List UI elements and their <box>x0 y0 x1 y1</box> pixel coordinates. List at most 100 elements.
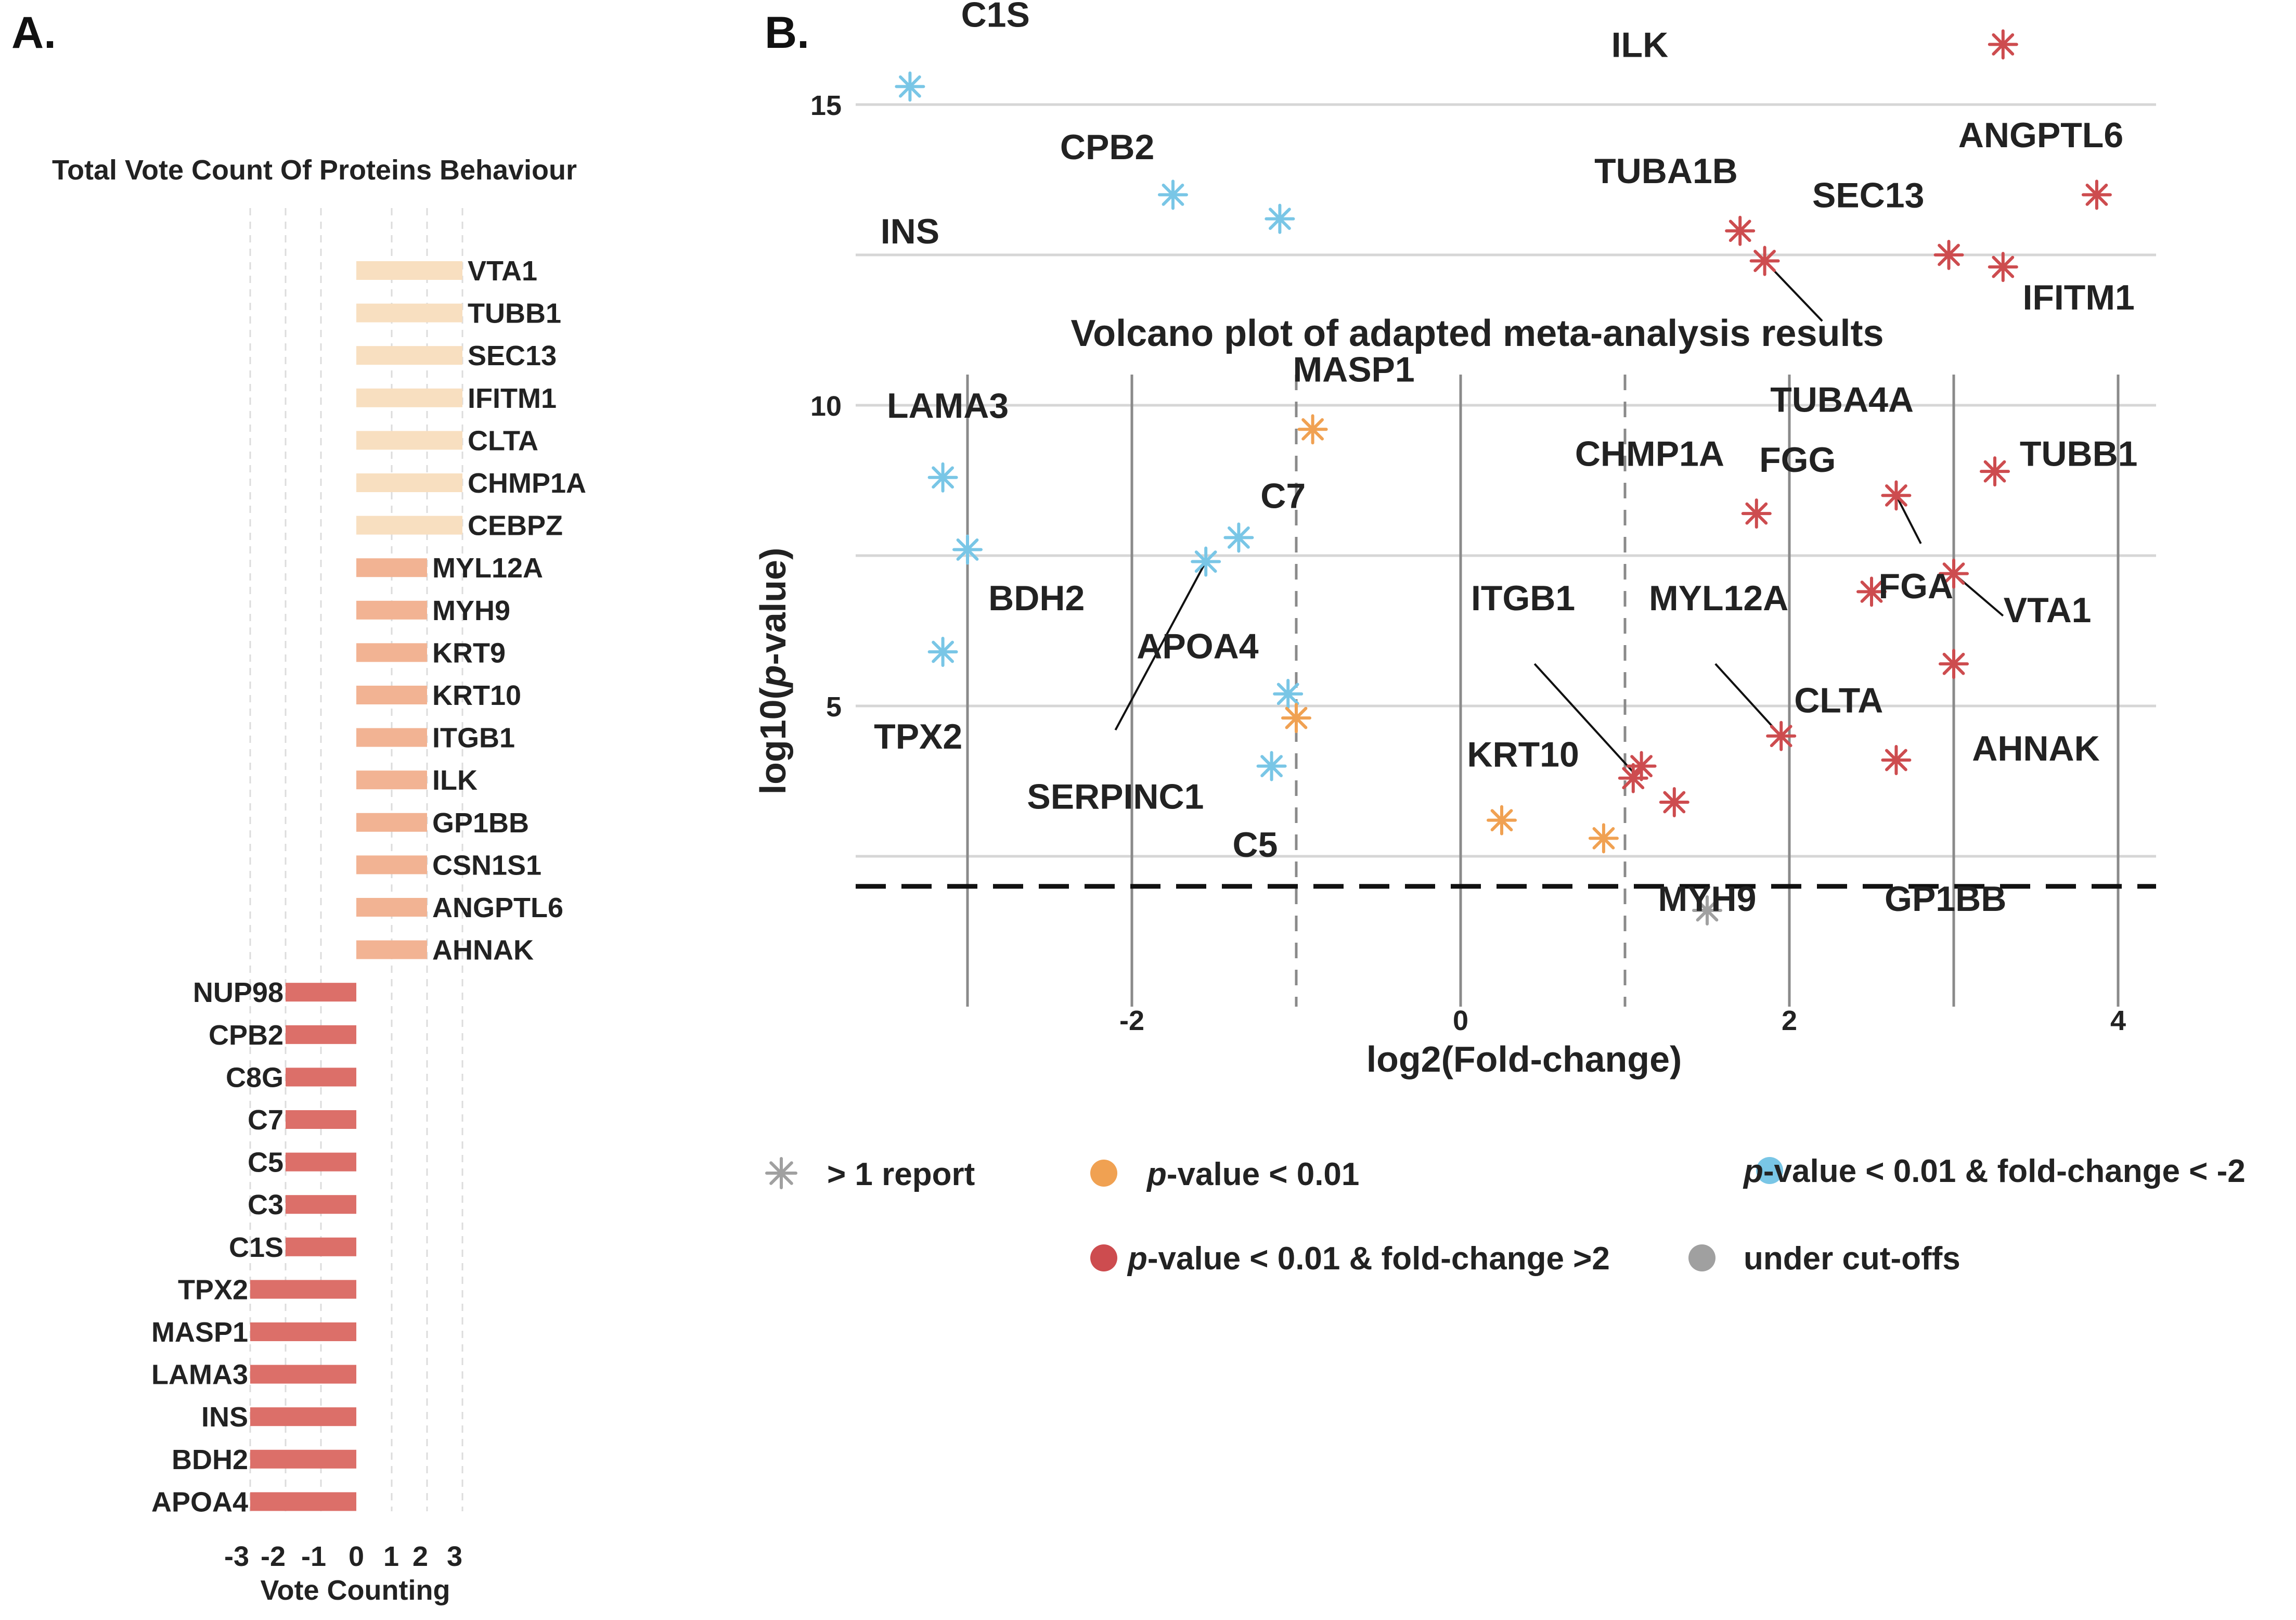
vote-bar-label: C7 <box>248 1104 283 1136</box>
y-title-suffix: -value) <box>753 548 793 665</box>
vote-bar-label: BDH2 <box>172 1444 248 1475</box>
legend-label-report: > 1 report <box>827 1156 975 1192</box>
legend-label-down: p-value < 0.01 & fold-change < -2 <box>1743 1153 2246 1189</box>
vote-bar-label: C1S <box>229 1232 283 1263</box>
vote-bar-label: CPB2 <box>209 1020 283 1051</box>
volcano-gene-labels: NUP98F2C1SCPB2INSMASP1LAMA3C7BDH2APOA4TP… <box>874 0 2137 919</box>
vote-x-ticks: -3 -2 -1 0 1 2 3 <box>224 1541 462 1572</box>
volcano-x-tick: 2 <box>1782 1005 1797 1036</box>
legend-item-pvalue: p-value < 0.01 <box>1090 1156 1359 1192</box>
vote-count-chart: Total Vote Count Of Proteins Behaviour V… <box>52 155 586 1606</box>
vote-bar-label: VTA1 <box>468 255 537 287</box>
legend-down-italic: p <box>1743 1153 1763 1189</box>
volcano-point <box>1158 179 1188 210</box>
vote-bar-label: MASP1 <box>151 1317 248 1348</box>
volcano-gene-label: TPX2 <box>874 717 962 756</box>
vote-x-tick: -2 <box>261 1541 286 1572</box>
volcano-y-axis-title: log10(p-value) <box>753 548 793 795</box>
volcano-point <box>1256 751 1287 781</box>
vote-bar <box>356 600 427 620</box>
vote-bar <box>356 686 427 704</box>
volcano-gene-label: APOA4 <box>1137 626 1258 666</box>
vote-bar <box>356 643 427 662</box>
label-connector <box>1714 663 1782 737</box>
volcano-y-tick: 10 <box>810 391 842 422</box>
volcano-gene-label: VTA1 <box>2004 590 2092 630</box>
vote-bar-label: ANGPTL6 <box>432 892 563 923</box>
legend-grey-dot <box>1688 1244 1715 1271</box>
legend-item-report: > 1 report <box>765 1156 975 1192</box>
vote-bar-label: KRT9 <box>432 637 506 668</box>
vote-bar-label: ITGB1 <box>432 723 515 754</box>
vote-bar <box>286 1110 356 1129</box>
volcano-gene-label: GP1BB <box>1885 879 2006 919</box>
vote-x-tick: 3 <box>447 1541 462 1572</box>
volcano-point <box>1281 703 1311 734</box>
vote-x-tick: 1 <box>383 1541 399 1572</box>
vote-bar-label: CHMP1A <box>468 468 586 499</box>
vote-bar-label: C3 <box>248 1189 283 1220</box>
volcano-point <box>1273 678 1304 709</box>
volcano-gene-label: FGA <box>1879 567 1954 606</box>
volcano-gene-label: SEC13 <box>1812 175 1924 215</box>
vote-bar <box>356 388 462 407</box>
volcano-title: Volcano plot of adapted meta-analysis re… <box>1070 313 1884 354</box>
volcano-gene-label: MASP1 <box>1293 350 1414 390</box>
volcano-y-tick: 5 <box>826 691 842 723</box>
legend-star-icon <box>765 1157 797 1189</box>
vote-bar <box>356 813 427 832</box>
vote-chart-title: Total Vote Count Of Proteins Behaviour <box>52 155 577 186</box>
vote-bar-label: MYL12A <box>432 552 543 584</box>
volcano-point <box>1766 721 1797 751</box>
volcano-x-tick: -2 <box>1119 1005 1144 1036</box>
vote-bar <box>356 346 462 365</box>
legend-pvalue-text: -value < 0.01 <box>1167 1156 1360 1192</box>
volcano-gene-label: ILK <box>1611 25 1669 65</box>
vote-bar <box>356 516 462 535</box>
panel-a-label: A. <box>11 8 56 58</box>
vote-bar <box>356 431 462 450</box>
volcano-gene-label: KRT10 <box>1467 735 1579 774</box>
vote-bar-label: MYH9 <box>432 595 510 626</box>
legend-blue-dot <box>1756 1157 1783 1184</box>
vote-bar <box>250 1449 356 1469</box>
vote-bar-label: AHNAK <box>432 935 534 966</box>
volcano-x-axis-title: log2(Fold-change) <box>1366 1039 1682 1079</box>
volcano-point <box>1988 29 2018 60</box>
vote-x-tick: -3 <box>224 1541 249 1572</box>
vote-bar <box>286 1195 356 1214</box>
volcano-ticks: -20245101520 <box>810 90 2126 1036</box>
label-connector <box>1533 663 1634 773</box>
vote-bar <box>356 261 462 280</box>
volcano-point <box>1939 558 1969 589</box>
vote-bar-label: SEC13 <box>468 340 557 371</box>
volcano-point <box>1191 546 1221 577</box>
volcano-point <box>952 534 983 565</box>
vote-bar-label: APOA4 <box>151 1486 248 1518</box>
vote-bar <box>356 855 427 875</box>
vote-x-tick: 0 <box>349 1541 364 1572</box>
legend-label-under: under cut-offs <box>1744 1241 1960 1277</box>
vote-bar-label: ILK <box>432 765 478 796</box>
y-title-prefix: log10( <box>753 687 793 794</box>
volcano-point <box>1297 414 1328 445</box>
vote-bar-label: GP1BB <box>432 807 529 839</box>
vote-bars <box>250 261 462 1511</box>
volcano-point <box>1939 649 1969 679</box>
volcano-point <box>1933 240 1964 270</box>
volcano-gene-label: C1S <box>961 0 1030 35</box>
legend-down-text: -value < 0.01 & fold-change < -2 <box>1763 1153 2246 1189</box>
vote-bar-label: KRT10 <box>432 680 521 711</box>
volcano-gene-label: CLTA <box>1794 680 1883 720</box>
volcano-point <box>1881 745 1912 776</box>
vote-bar-labels: VTA1 TUBB1 SEC13 IFITM1 CLTA CHMP1A CEBPZ MYL12… <box>151 255 586 1518</box>
volcano-gene-label: INS <box>881 212 939 251</box>
volcano-gene-label: ITGB1 <box>1471 578 1575 618</box>
vote-bar <box>356 940 427 959</box>
vote-bar <box>286 1068 356 1087</box>
vote-x-tick: -1 <box>301 1541 326 1572</box>
volcano-grid <box>856 103 2156 1007</box>
vote-x-axis-title: Vote Counting <box>261 1575 450 1606</box>
volcano-gene-label: ANGPTL6 <box>1958 115 2123 155</box>
